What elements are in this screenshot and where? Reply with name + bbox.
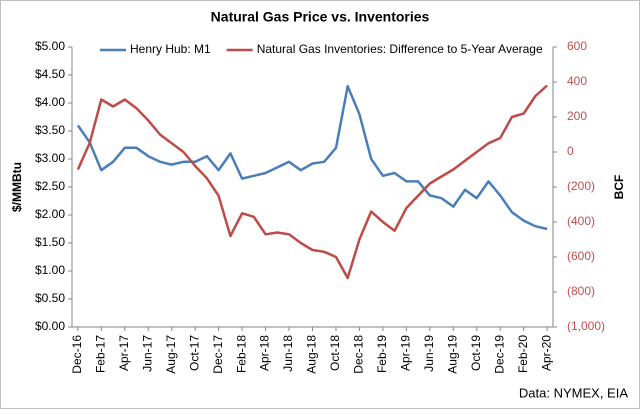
y-tick-label: $1.50 xyxy=(35,235,65,249)
y2-tick-label: (400) xyxy=(567,214,595,228)
y2-tick-label: 0 xyxy=(567,144,574,158)
x-tick-label: Dec-16 xyxy=(70,335,84,374)
x-tick-label: Dec-19 xyxy=(492,335,506,374)
x-tick-label: Jun-19 xyxy=(422,335,436,372)
y-tick-label: $2.00 xyxy=(35,207,65,221)
x-tick-label: Jun-18 xyxy=(281,335,295,372)
x-tick-label: Dec-17 xyxy=(211,335,225,374)
x-tick-label: Aug-18 xyxy=(305,335,319,374)
x-tick-label: Dec-18 xyxy=(352,335,366,374)
x-tick-label: Feb-17 xyxy=(94,335,108,373)
y2-tick-label: 400 xyxy=(567,74,587,88)
y-axis-title: $/MMBtu xyxy=(10,162,24,212)
x-tick-label: Feb-20 xyxy=(516,335,530,373)
x-tick-label: Apr-18 xyxy=(258,335,272,371)
x-tick-label: Oct-19 xyxy=(469,335,483,371)
x-tick-label: Oct-17 xyxy=(187,335,201,371)
y2-tick-label: (200) xyxy=(567,179,595,193)
line-series xyxy=(76,84,548,280)
source-note: Data: NYMEX, EIA xyxy=(519,385,628,400)
x-tick-label: Feb-19 xyxy=(375,335,389,373)
y-tick-label: $1.00 xyxy=(35,263,65,277)
x-tick-label: Feb-18 xyxy=(234,335,248,373)
y2-axis-title: BCF xyxy=(612,175,626,200)
y2-tick-label: (600) xyxy=(567,249,595,263)
y-tick-label: $0.50 xyxy=(35,291,65,305)
y-tick-label: $4.00 xyxy=(35,95,65,109)
y-tick-label: $3.50 xyxy=(35,123,65,137)
legend-label: Henry Hub: M1 xyxy=(130,42,211,56)
x-tick-label: Apr-20 xyxy=(539,335,553,371)
x-tick-label: Apr-19 xyxy=(399,335,413,371)
chart-title: Natural Gas Price vs. Inventories xyxy=(211,9,430,25)
x-tick-label: Jun-17 xyxy=(140,335,154,372)
x-tick-label: Oct-18 xyxy=(328,335,342,371)
y2-tick-label: (1,000) xyxy=(567,319,605,333)
y2-tick-label: 200 xyxy=(567,109,587,123)
y-tick-label: $5.00 xyxy=(35,39,65,53)
y-tick-label: $3.00 xyxy=(35,151,65,165)
legend-label: Natural Gas Inventories: Difference to 5… xyxy=(257,42,543,56)
x-tick-label: Apr-17 xyxy=(117,335,131,371)
line-series xyxy=(76,84,548,231)
y-tick-label: $4.50 xyxy=(35,67,65,81)
y-tick-label: $0.00 xyxy=(35,319,65,333)
x-tick-label: Aug-17 xyxy=(164,335,178,374)
y2-tick-label: 600 xyxy=(567,39,587,53)
y-tick-label: $2.50 xyxy=(35,179,65,193)
x-tick-label: Aug-19 xyxy=(445,335,459,374)
y2-tick-label: (800) xyxy=(567,284,595,298)
